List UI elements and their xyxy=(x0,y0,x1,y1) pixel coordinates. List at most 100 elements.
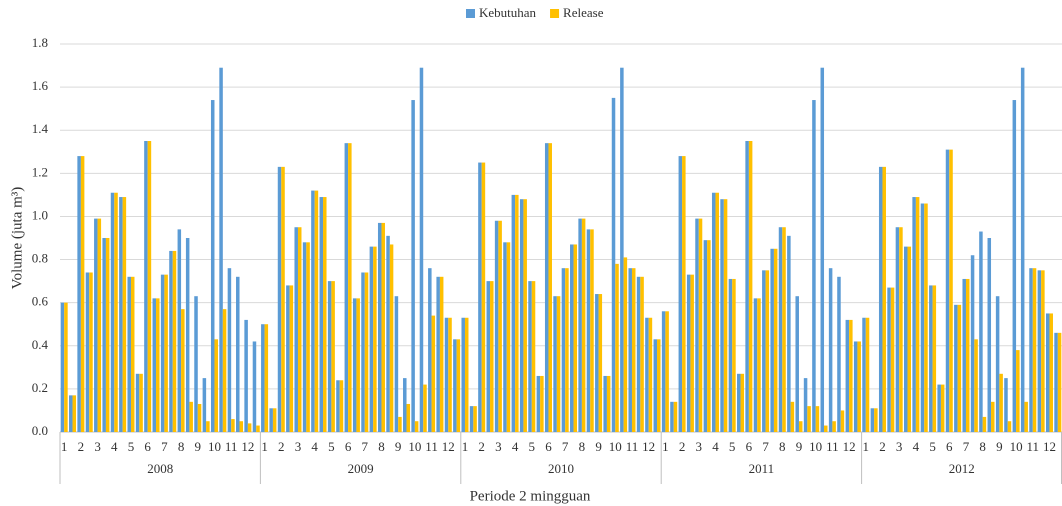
x-tick-label: 4 xyxy=(512,439,519,454)
bar xyxy=(194,296,198,432)
bar xyxy=(177,229,182,432)
y-tick-label: 1.6 xyxy=(32,78,49,93)
x-tick-label: 6 xyxy=(946,439,953,454)
bar xyxy=(1037,270,1042,432)
x-tick-label: 7 xyxy=(963,439,970,454)
bar xyxy=(147,141,152,432)
legend-label: Release xyxy=(563,5,604,20)
x-tick-label: 7 xyxy=(161,439,168,454)
x-tick-label: 5 xyxy=(128,439,135,454)
bar xyxy=(369,246,374,432)
x-tick-label: 10 xyxy=(1010,439,1023,454)
bar xyxy=(540,375,544,432)
x-tick-label: 11 xyxy=(626,439,639,454)
bar xyxy=(795,296,799,432)
bar xyxy=(803,378,808,432)
bar xyxy=(807,406,811,432)
bar xyxy=(979,231,983,432)
bar xyxy=(1024,401,1028,432)
bar xyxy=(570,244,574,432)
bar xyxy=(214,339,218,432)
x-tick-label: 4 xyxy=(913,439,920,454)
bar xyxy=(189,401,193,432)
x-tick-label: 9 xyxy=(395,439,402,454)
bar xyxy=(511,194,516,432)
bar xyxy=(707,240,711,432)
bar xyxy=(999,373,1003,432)
bar xyxy=(753,298,758,432)
x-tick-label: 4 xyxy=(311,439,318,454)
bar xyxy=(1020,67,1025,432)
bar xyxy=(1045,313,1050,432)
bar xyxy=(181,309,185,432)
bar xyxy=(703,240,708,432)
bar xyxy=(695,218,699,432)
bar xyxy=(97,218,102,432)
bar xyxy=(277,166,282,432)
bar xyxy=(837,276,841,432)
bar xyxy=(64,302,68,432)
bar xyxy=(102,238,106,432)
y-tick-label: 1.8 xyxy=(32,35,48,50)
bar xyxy=(411,100,415,433)
bar xyxy=(929,285,933,432)
bar xyxy=(481,162,486,433)
bar xyxy=(595,294,599,432)
bar xyxy=(428,268,432,432)
bar xyxy=(737,373,741,432)
bar xyxy=(169,250,173,432)
bar xyxy=(606,375,611,432)
bar xyxy=(937,384,941,432)
bar xyxy=(414,421,419,432)
bar xyxy=(686,274,691,432)
bar xyxy=(957,304,962,432)
bar xyxy=(653,339,658,432)
bar xyxy=(439,276,444,432)
bar xyxy=(210,100,215,433)
bar xyxy=(899,227,903,432)
bar xyxy=(1007,421,1012,432)
x-tick-label: 10 xyxy=(208,439,221,454)
bar xyxy=(553,296,557,432)
bar xyxy=(770,248,774,432)
bar xyxy=(419,67,424,432)
bar xyxy=(765,270,770,432)
x-tick-label: 1 xyxy=(261,439,268,454)
bar xyxy=(924,203,928,432)
bar xyxy=(130,276,135,432)
bar xyxy=(105,238,110,432)
bar xyxy=(665,311,669,432)
bar xyxy=(862,317,866,432)
bar xyxy=(219,67,223,432)
bar xyxy=(849,319,853,432)
x-tick-label: 1 xyxy=(662,439,669,454)
bar xyxy=(757,298,761,432)
bar xyxy=(631,268,636,432)
bar xyxy=(874,408,878,432)
bar xyxy=(932,285,937,432)
bar xyxy=(373,246,377,432)
bar xyxy=(398,416,402,432)
bar xyxy=(865,317,870,432)
bar xyxy=(544,143,549,432)
bar xyxy=(640,276,644,432)
bar xyxy=(386,235,390,432)
x-tick-label: 6 xyxy=(345,439,352,454)
bar xyxy=(965,278,970,432)
bar xyxy=(119,197,123,432)
bar xyxy=(920,203,925,432)
bar xyxy=(281,166,285,432)
x-tick-label: 2 xyxy=(78,439,85,454)
bar xyxy=(227,268,232,432)
bar xyxy=(323,197,327,432)
bar xyxy=(812,100,816,433)
bar xyxy=(361,272,365,432)
group-label: 2012 xyxy=(949,461,975,476)
x-tick-label: 11 xyxy=(1027,439,1040,454)
group-label: 2008 xyxy=(147,461,173,476)
bar xyxy=(469,406,474,432)
bar xyxy=(790,401,795,432)
x-tick-label: 9 xyxy=(796,439,803,454)
group-label: 2011 xyxy=(749,461,775,476)
bar xyxy=(1054,332,1058,432)
